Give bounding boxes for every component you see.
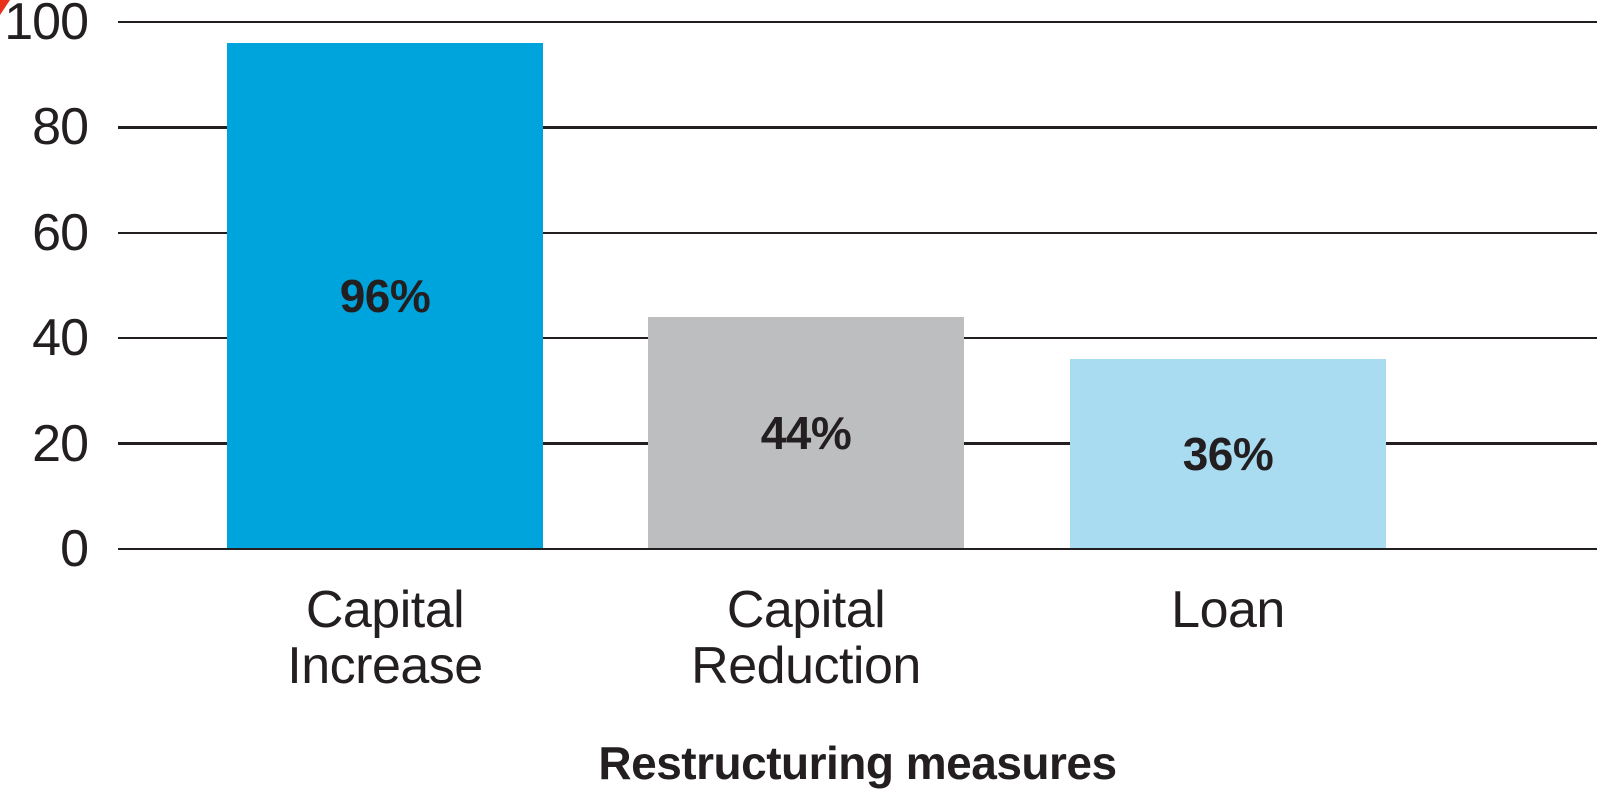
category-label-capital-reduction: Capital Reduction: [691, 581, 921, 695]
bar-value-label-capital-increase: 96%: [339, 269, 431, 322]
gridline-0: [118, 547, 1597, 551]
y-tick-label-60: 60: [32, 203, 89, 262]
gridline-60: [118, 231, 1597, 235]
y-tick-label-100: 100: [4, 0, 89, 51]
y-tick-label-80: 80: [32, 98, 89, 157]
y-tick-label-40: 40: [32, 309, 89, 368]
category-label-loan: Loan: [1171, 581, 1285, 639]
bar-capital-increase: 96%: [227, 43, 543, 548]
bar-loan: 36%: [1070, 359, 1386, 548]
bar-value-label-loan: 36%: [1182, 427, 1274, 480]
gridline-100: [118, 20, 1597, 24]
y-tick-label-20: 20: [32, 414, 89, 473]
category-label-capital-increase: Capital Increase: [287, 581, 483, 695]
y-tick-label-0: 0: [60, 520, 89, 578]
gridline-80: [118, 126, 1597, 129]
bar-value-label-capital-reduction: 44%: [760, 406, 852, 459]
x-axis-title: Restructuring measures: [598, 737, 1117, 789]
bar-capital-reduction: 44%: [648, 317, 964, 548]
corner-artifact: [0, 0, 10, 15]
